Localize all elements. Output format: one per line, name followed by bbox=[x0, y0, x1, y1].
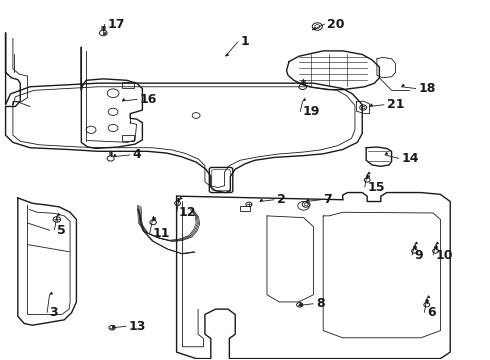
Text: 10: 10 bbox=[436, 249, 453, 262]
Text: 1: 1 bbox=[240, 35, 249, 49]
Text: 2: 2 bbox=[277, 193, 286, 206]
Text: 9: 9 bbox=[415, 249, 423, 262]
Bar bbox=[122, 135, 134, 140]
Text: 11: 11 bbox=[152, 227, 170, 240]
Text: 15: 15 bbox=[367, 181, 385, 194]
Bar bbox=[240, 206, 250, 211]
Text: 19: 19 bbox=[303, 105, 320, 118]
Text: 7: 7 bbox=[323, 193, 332, 206]
Text: 5: 5 bbox=[57, 224, 66, 237]
Text: 17: 17 bbox=[107, 18, 125, 31]
Bar bbox=[122, 82, 134, 88]
Text: 16: 16 bbox=[140, 93, 157, 106]
Text: 3: 3 bbox=[49, 306, 58, 319]
Text: 12: 12 bbox=[179, 206, 196, 219]
Text: 6: 6 bbox=[427, 306, 436, 319]
Text: 13: 13 bbox=[129, 320, 146, 333]
Text: 4: 4 bbox=[133, 148, 142, 161]
Text: 14: 14 bbox=[401, 152, 419, 165]
Text: 18: 18 bbox=[418, 82, 436, 95]
Text: 8: 8 bbox=[316, 297, 324, 310]
Text: 20: 20 bbox=[327, 18, 344, 31]
Text: 21: 21 bbox=[387, 98, 404, 111]
